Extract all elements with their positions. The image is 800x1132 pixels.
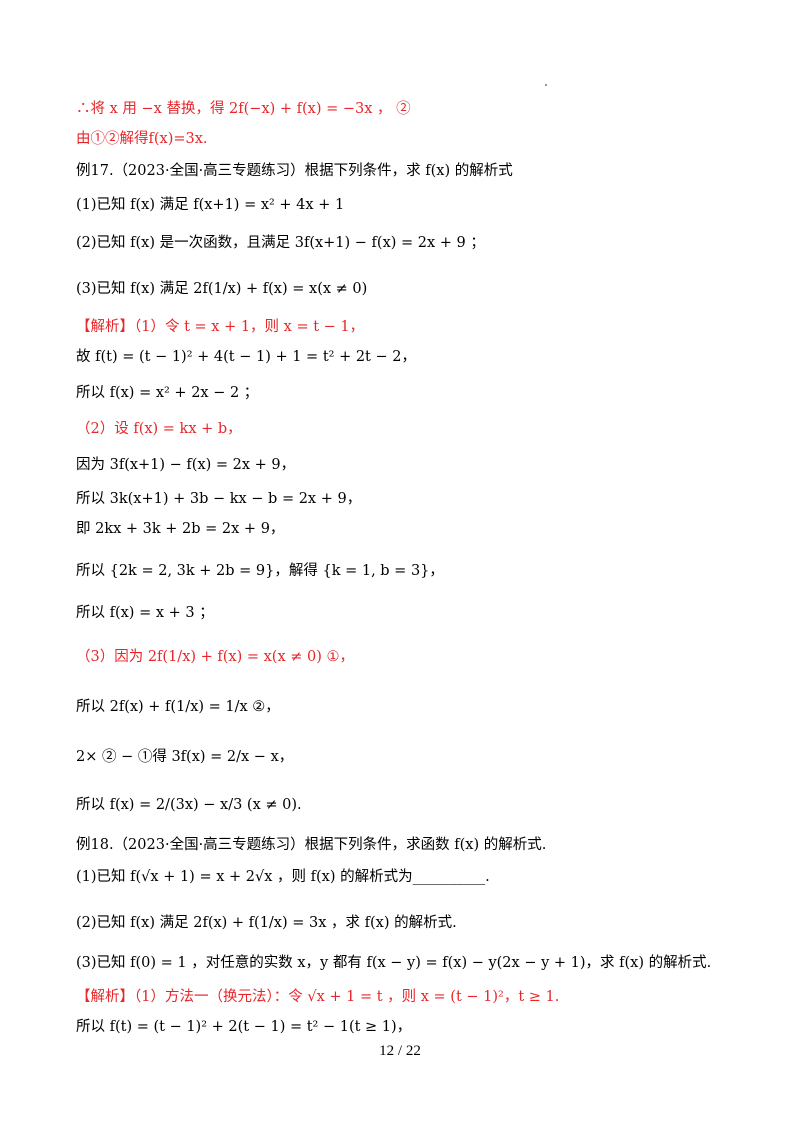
text-line: 由①②解得f(x)=3x. — [76, 131, 208, 147]
text-line: 所以 f(x) = x² + 2x − 2 ； — [76, 385, 259, 401]
text-line: 所以 3k(x+1) + 3b − kx − b = 2x + 9， — [76, 491, 362, 507]
text-line: （2）设 f(x) = kx + b， — [76, 421, 242, 437]
text-line: (1)已知 f(√x + 1) = x + 2√x ，则 f(x) 的解析式为_… — [76, 869, 490, 885]
text-line: (3)已知 f(0) = 1 ，对任意的实数 x，y 都有 f(x − y) =… — [76, 955, 712, 971]
text-line: ∴将 x 用 −x 替换，得 2f(−x) + f(x) = −3x ， ② — [76, 101, 411, 117]
text-line: 所以 {2k = 2, 3k + 2b = 9}，解得 {k = 1, b = … — [76, 563, 444, 579]
text-line: 所以 f(x) = 2/(3x) − x/3 (x ≠ 0). — [76, 797, 302, 813]
solution-heading: 【解析】（1）方法一（换元法）：令 √x + 1 = t ，则 x = (t −… — [76, 989, 560, 1005]
text-line: 所以 f(x) = x + 3 ； — [76, 605, 214, 621]
text-line: (2)已知 f(x) 是一次函数，且满足 3f(x+1) − f(x) = 2x… — [76, 235, 485, 251]
text-line: 因为 3f(x+1) − f(x) = 2x + 9， — [76, 457, 296, 473]
text-line: （3）因为 2f(1/x) + f(x) = x(x ≠ 0) ①， — [76, 649, 354, 665]
text-line: 所以 2f(x) + f(1/x) = 1/x ②， — [76, 699, 280, 715]
page-number: 12 / 22 — [379, 1043, 421, 1059]
scan-speck — [545, 84, 547, 86]
text-line: (1)已知 f(x) 满足 f(x+1) = x² + 4x + 1 — [76, 197, 345, 213]
example-17-heading: 例17.（2023·全国·高三专题练习）根据下列条件，求 f(x) 的解析式 — [76, 163, 513, 179]
text-line: (2)已知 f(x) 满足 2f(x) + f(1/x) = 3x ，求 f(x… — [76, 915, 457, 931]
text-line: 即 2kx + 3k + 2b = 2x + 9， — [76, 521, 285, 537]
text-line: 2× ② − ①得 3f(x) = 2/x − x， — [76, 749, 294, 765]
example-18-heading: 例18.（2023·全国·高三专题练习）根据下列条件，求函数 f(x) 的解析式… — [76, 837, 547, 853]
text-line: (3)已知 f(x) 满足 2f(1/x) + f(x) = x(x ≠ 0) — [76, 281, 368, 297]
text-line: 所以 f(t) = (t − 1)² + 2(t − 1) = t² − 1(t… — [76, 1019, 412, 1035]
text-line: 故 f(t) = (t − 1)² + 4(t − 1) + 1 = t² + … — [76, 349, 416, 365]
solution-heading: 【解析】（1）令 t = x + 1，则 x = t − 1， — [76, 319, 365, 335]
